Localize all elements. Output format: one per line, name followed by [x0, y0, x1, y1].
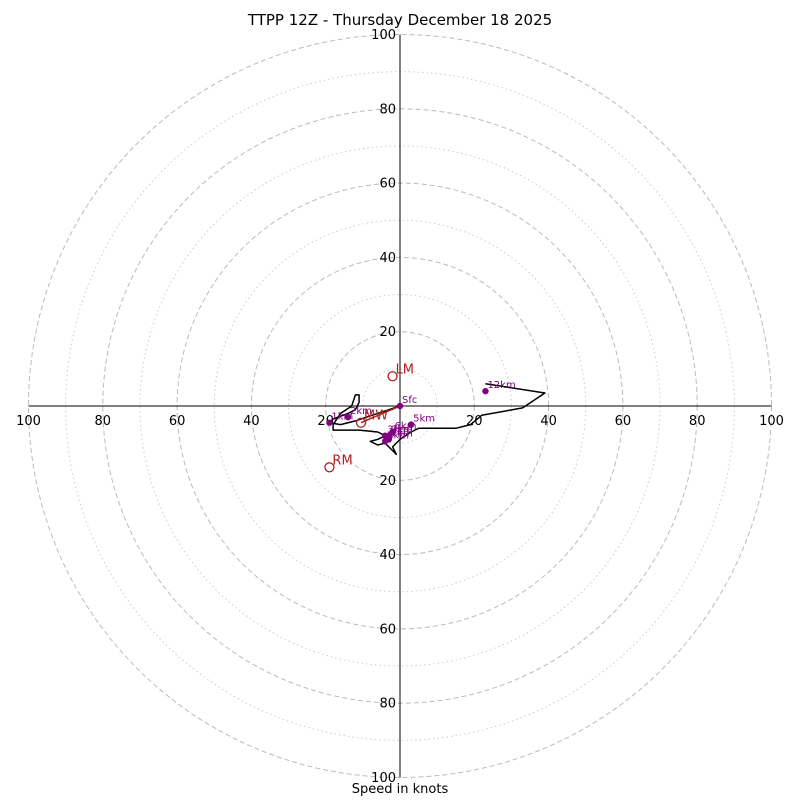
- motion-label-MW: MW: [364, 409, 388, 424]
- height-marker-12km: [482, 387, 489, 395]
- tick-label-down-60: 60: [379, 622, 396, 637]
- x-axis-label: Speed in knots: [351, 782, 449, 797]
- height-label-8km: 8km: [387, 430, 409, 441]
- tick-label-left-80: 80: [95, 414, 112, 429]
- height-marker-1km: [326, 419, 333, 426]
- motion-marker-MW: [355, 417, 367, 428]
- mean-wind-vector: [360, 405, 401, 424]
- height-marker-5km: [407, 421, 415, 428]
- tick-label-left-60: 60: [169, 414, 186, 429]
- tick-label-down-40: 40: [379, 548, 396, 563]
- tick-label-down-100: 100: [371, 771, 396, 786]
- chart-title: TTPP 12Z - Thursday December 18 2025: [247, 11, 553, 29]
- tick-label-right-80: 80: [689, 414, 706, 429]
- storm-motion-markers: LM RM MW: [324, 362, 414, 473]
- height-marker-2km: [344, 413, 352, 421]
- motion-marker-LM: [387, 371, 398, 382]
- height-marker-Sfc: [396, 402, 404, 410]
- tick-label-left-40: 40: [243, 414, 260, 429]
- height-label-1km: 1km: [331, 412, 353, 423]
- height-marker-9km: [385, 432, 393, 439]
- height-marker-8km: [381, 438, 389, 445]
- tick-label-right-100: 100: [759, 414, 784, 429]
- height-label-3km: 3km: [387, 425, 409, 436]
- motion-label-LM: LM: [396, 362, 414, 377]
- tick-label-up-80: 80: [379, 102, 396, 117]
- hodograph-trace: [328, 382, 546, 456]
- tick-label-up-40: 40: [379, 251, 396, 266]
- height-label-6km: 6km: [395, 421, 417, 432]
- tick-label-right-40: 40: [540, 414, 557, 429]
- height-label-9km: 9km: [391, 425, 413, 436]
- tick-label-up-100: 100: [371, 28, 396, 43]
- tick-label-down-20: 20: [379, 474, 396, 489]
- tick-label-up-20: 20: [379, 325, 396, 340]
- tick-label-up-60: 60: [379, 177, 396, 192]
- height-label-4km: 4km: [391, 427, 413, 438]
- motion-label-RM: RM: [332, 453, 352, 468]
- height-label-5km: 5km: [413, 414, 435, 425]
- height-label-2km: 2km: [350, 406, 372, 417]
- tick-label-right-60: 60: [615, 414, 632, 429]
- motion-marker-RM: [324, 462, 335, 473]
- tick-label-left-100: 100: [16, 414, 41, 429]
- height-label-12km: 12km: [487, 380, 515, 391]
- tick-label-down-80: 80: [379, 697, 396, 712]
- height-label-Sfc: Sfc: [402, 395, 417, 406]
- wind-trace: [328, 382, 546, 456]
- height-label-7km: 7km: [391, 428, 413, 439]
